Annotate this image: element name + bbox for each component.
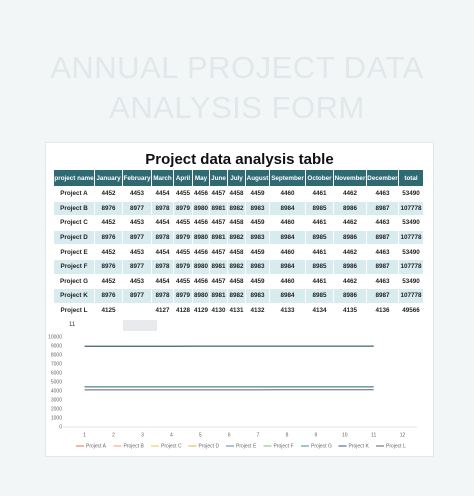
data-table: project name January February March April May…	[53, 169, 424, 319]
table-cell: 8976	[94, 288, 123, 304]
x-tick-label: 5	[199, 432, 202, 438]
cell-ref: 11	[69, 322, 76, 328]
table-cell: 8978	[151, 200, 174, 217]
sheet-card: Project data analysis table project name…	[45, 142, 434, 457]
table-cell: 8977	[122, 200, 152, 217]
table-cell: Project K	[53, 288, 95, 304]
legend-label: Project E	[236, 443, 257, 449]
table-row: Project A 4452 4453 4454 4455 4456 4457 4458 445…	[53, 186, 424, 202]
table-cell: 49566	[398, 302, 424, 319]
header-cell: June	[209, 169, 228, 187]
legend-label: Project L	[386, 443, 406, 449]
table-cell: 8985	[305, 288, 334, 304]
cell-box	[123, 320, 157, 331]
y-tick-label: 10000	[48, 334, 62, 340]
x-tick-label: 2	[112, 432, 115, 438]
y-tick-label: 1000	[51, 415, 62, 421]
table-cell: 8976	[94, 258, 123, 275]
x-tick-label: 1	[83, 432, 86, 438]
x-tick-label: 7	[257, 432, 260, 438]
table-cell: 8984	[269, 200, 306, 217]
y-tick-label: 7000	[51, 361, 62, 367]
header-cell: September	[269, 169, 306, 187]
table-cell: 8979	[173, 229, 193, 246]
header-cell: December	[366, 169, 399, 187]
table-cell: 4133	[269, 302, 306, 319]
table-cell: 8978	[151, 258, 174, 275]
table-cell: 8979	[173, 288, 193, 304]
table-row: Project F 8976 8977 8978 8979 8980 8981 8982 898…	[53, 258, 424, 275]
legend-label: Project D	[199, 443, 220, 449]
header-cell: August	[245, 169, 270, 187]
table-cell: 8987	[366, 288, 399, 304]
table-row: Project L 4125 4127 4128 4129 4130 4131 4132 413…	[53, 302, 424, 319]
table-row: Project E 4452 4453 4454 4455 4456 4457 4458 445…	[53, 244, 424, 260]
y-tick-label: 3000	[51, 397, 62, 403]
y-tick-label: 2000	[51, 406, 62, 412]
table-cell: 107778	[398, 229, 424, 246]
table-row: Project K 8976 8977 8978 8979 8980 8981 8982 898…	[53, 288, 424, 304]
x-tick-label: 10	[342, 432, 348, 438]
y-tick-label: 5000	[51, 379, 62, 385]
table-row: Project C 4452 4453 4454 4455 4456 4457 4458 445…	[53, 215, 424, 231]
table-title: Project data analysis table	[145, 151, 334, 168]
x-tick-label: 6	[228, 432, 231, 438]
table-cell: 8977	[122, 229, 152, 246]
table-cell: 8984	[269, 288, 306, 304]
table-row: Project D 8976 8977 8978 8979 8980 8981 8982 898…	[53, 229, 424, 246]
table-cell: 8978	[151, 288, 174, 304]
x-tick-label: 3	[141, 432, 144, 438]
banner-line: ANALYSIS FORM	[109, 90, 365, 125]
x-tick-label: 4	[170, 432, 173, 438]
legend-label: Project K	[349, 443, 370, 449]
table-cell: 8980	[192, 229, 210, 246]
legend-label: Project A	[86, 443, 107, 449]
table-cell: 107778	[398, 288, 424, 304]
table-cell: Project L	[53, 302, 95, 319]
table-row: Project B 8976 8977 8978 8979 8980 8981 8982 898…	[53, 200, 424, 217]
header-cell: April	[173, 169, 193, 187]
banner-line: ANNUAL PROJECT DATA	[50, 50, 424, 85]
y-tick-label: 8000	[51, 352, 62, 358]
table-cell: 8986	[333, 229, 367, 246]
header-cell: January	[94, 169, 123, 187]
table-cell: 8976	[94, 200, 123, 217]
table-cell: 8987	[366, 200, 399, 217]
x-tick-label: 12	[400, 432, 406, 438]
header-cell: October	[305, 169, 334, 187]
legend-label: Project C	[161, 443, 182, 449]
table-cell: Project D	[53, 229, 95, 246]
table-cell: 8979	[173, 258, 193, 275]
table-cell: 8983	[245, 288, 270, 304]
header-cell: November	[333, 169, 367, 187]
table-cell: Project B	[53, 200, 95, 217]
y-tick-label: 9000	[51, 343, 62, 349]
y-tick-label: 6000	[51, 370, 62, 376]
legend-label: Project B	[124, 443, 145, 449]
y-tick-label: 0	[59, 424, 62, 430]
table-cell: 8978	[151, 229, 174, 246]
table-cell: 8981	[209, 200, 228, 217]
chart: 0 1000 2000 3000 4000 5000 6000 7000 8000 9000 100…	[48, 334, 417, 449]
table-cell: 8983	[245, 258, 270, 275]
x-tick-label: 8	[286, 432, 289, 438]
header-cell: total	[398, 169, 424, 187]
table-cell: 8986	[333, 258, 367, 275]
x-tick-label: 9	[314, 432, 317, 438]
header-cell: project name	[53, 169, 95, 187]
header-cell: March	[151, 169, 174, 187]
legend-label: Project G	[311, 443, 332, 449]
x-tick-label: 11	[371, 432, 376, 438]
legend-label: Project F	[274, 443, 294, 449]
y-tick-label: 4000	[51, 388, 62, 394]
